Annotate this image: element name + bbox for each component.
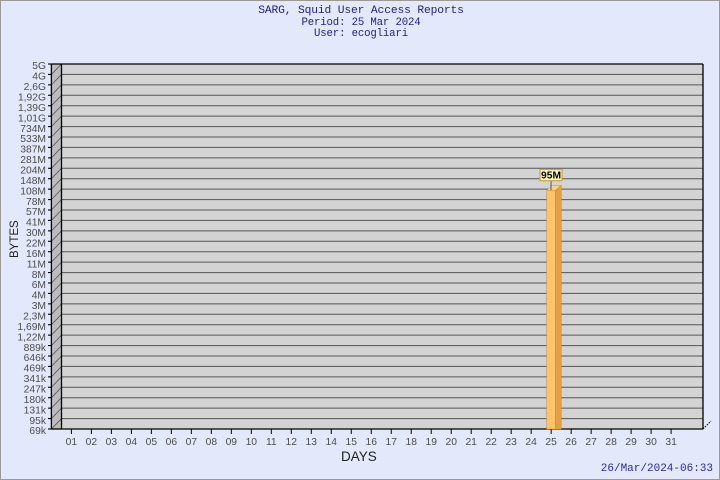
svg-text:26: 26 bbox=[565, 437, 577, 448]
svg-text:05: 05 bbox=[146, 437, 158, 448]
svg-text:02: 02 bbox=[86, 437, 98, 448]
svg-text:11M: 11M bbox=[27, 259, 46, 270]
svg-text:12: 12 bbox=[286, 437, 298, 448]
svg-text:2,3M: 2,3M bbox=[23, 312, 46, 323]
svg-text:03: 03 bbox=[106, 437, 118, 448]
svg-text:78M: 78M bbox=[26, 197, 46, 208]
svg-text:1,69M: 1,69M bbox=[17, 322, 46, 333]
svg-text:16: 16 bbox=[366, 437, 378, 448]
svg-text:247k: 247k bbox=[24, 385, 47, 396]
svg-text:5G: 5G bbox=[32, 61, 46, 72]
svg-text:29: 29 bbox=[625, 437, 637, 448]
svg-text:22M: 22M bbox=[26, 239, 46, 250]
svg-text:2,6G: 2,6G bbox=[24, 82, 46, 93]
svg-text:204M: 204M bbox=[20, 166, 46, 177]
svg-text:8M: 8M bbox=[32, 270, 46, 281]
svg-text:6M: 6M bbox=[32, 280, 46, 291]
svg-text:31: 31 bbox=[665, 437, 677, 448]
svg-text:1,01G: 1,01G bbox=[18, 113, 46, 124]
svg-text:341k: 341k bbox=[24, 374, 47, 385]
svg-text:734M: 734M bbox=[20, 124, 46, 135]
svg-text:41M: 41M bbox=[26, 218, 46, 229]
svg-text:1,92G: 1,92G bbox=[18, 93, 46, 104]
svg-text:1,22M: 1,22M bbox=[17, 332, 46, 343]
svg-text:4G: 4G bbox=[32, 72, 46, 83]
svg-text:1,39G: 1,39G bbox=[18, 103, 46, 114]
svg-text:131k: 131k bbox=[24, 405, 47, 416]
svg-text:533M: 533M bbox=[20, 134, 46, 145]
svg-text:95M: 95M bbox=[541, 170, 561, 181]
svg-text:889k: 889k bbox=[24, 343, 47, 354]
svg-text:28: 28 bbox=[605, 437, 617, 448]
svg-text:01: 01 bbox=[66, 437, 78, 448]
svg-text:95k: 95k bbox=[29, 416, 46, 427]
svg-text:281M: 281M bbox=[20, 155, 46, 166]
svg-text:16M: 16M bbox=[26, 249, 46, 260]
svg-text:23: 23 bbox=[505, 437, 517, 448]
svg-text:10: 10 bbox=[246, 437, 258, 448]
svg-text:469k: 469k bbox=[24, 364, 47, 375]
svg-text:69k: 69k bbox=[29, 426, 46, 437]
svg-text:09: 09 bbox=[226, 437, 238, 448]
svg-text:18: 18 bbox=[405, 437, 417, 448]
svg-text:3M: 3M bbox=[32, 301, 46, 312]
svg-text:19: 19 bbox=[425, 437, 437, 448]
svg-text:20: 20 bbox=[445, 437, 457, 448]
svg-text:22: 22 bbox=[485, 437, 497, 448]
svg-text:180k: 180k bbox=[24, 395, 47, 406]
svg-text:646k: 646k bbox=[24, 353, 47, 364]
svg-text:15: 15 bbox=[346, 437, 358, 448]
svg-text:13: 13 bbox=[306, 437, 318, 448]
svg-text:14: 14 bbox=[326, 437, 338, 448]
svg-text:30: 30 bbox=[645, 437, 657, 448]
svg-text:57M: 57M bbox=[26, 207, 46, 218]
svg-text:30M: 30M bbox=[26, 228, 46, 239]
svg-text:27: 27 bbox=[585, 437, 597, 448]
svg-text:11: 11 bbox=[266, 437, 277, 448]
svg-text:08: 08 bbox=[206, 437, 218, 448]
svg-text:25: 25 bbox=[545, 437, 557, 448]
svg-text:148M: 148M bbox=[20, 176, 46, 187]
svg-text:17: 17 bbox=[386, 437, 398, 448]
svg-text:04: 04 bbox=[126, 437, 138, 448]
svg-text:06: 06 bbox=[166, 437, 178, 448]
svg-text:21: 21 bbox=[465, 437, 477, 448]
svg-text:387M: 387M bbox=[20, 145, 46, 156]
svg-text:07: 07 bbox=[186, 437, 198, 448]
svg-text:108M: 108M bbox=[20, 186, 46, 197]
svg-text:4M: 4M bbox=[32, 291, 46, 302]
svg-text:24: 24 bbox=[525, 437, 537, 448]
